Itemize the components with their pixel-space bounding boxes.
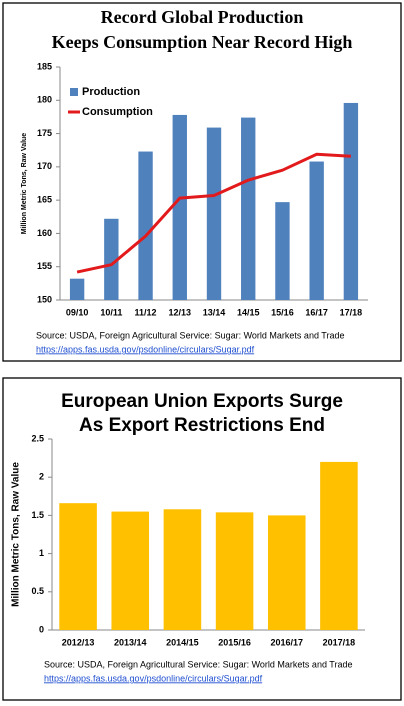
y-tick-label: 160 xyxy=(37,228,52,238)
bar xyxy=(172,114,187,300)
y-tick-label: 2 xyxy=(39,472,44,482)
legend-swatch xyxy=(70,88,78,96)
x-tick-label: 2016/17 xyxy=(270,637,303,647)
x-tick-label: 16/17 xyxy=(305,307,328,317)
x-tick-label: 2017/18 xyxy=(323,637,356,647)
bar xyxy=(241,117,256,300)
x-tick-label: 2013/14 xyxy=(114,637,147,647)
bar xyxy=(206,127,222,300)
bar xyxy=(320,461,358,630)
bar xyxy=(138,151,153,300)
x-tick-label: 15/16 xyxy=(271,307,294,317)
x-tick-label: 2012/13 xyxy=(62,637,95,647)
x-tick-label: 11/12 xyxy=(135,307,157,317)
y-tick-label: 175 xyxy=(37,128,52,138)
x-tick-label: 13/14 xyxy=(203,307,226,317)
line xyxy=(76,152,351,274)
y-tick-label: 165 xyxy=(37,195,52,205)
bar xyxy=(343,102,359,300)
x-tick-label: 2014/15 xyxy=(166,637,199,647)
chart-title: As Export Restrictions End xyxy=(79,415,325,436)
y-tick-label: 1.5 xyxy=(31,510,44,520)
y-tick-label: 185 xyxy=(37,61,52,71)
bar xyxy=(309,161,324,300)
bar xyxy=(59,503,97,630)
y-tick-label: 2.5 xyxy=(31,433,44,443)
chart-title: Keeps Consumption Near Record High xyxy=(52,32,353,52)
y-axis-label: Million Metric Tons, Raw Value xyxy=(11,462,22,607)
legend-label: Production xyxy=(82,86,140,98)
source-link[interactable]: https://apps.fas.usda.gov/psdonline/circ… xyxy=(36,344,255,354)
y-tick-label: 180 xyxy=(37,95,52,105)
y-tick-label: 0 xyxy=(39,624,44,634)
y-tick-label: 155 xyxy=(37,261,52,271)
y-tick-label: 1 xyxy=(39,548,44,558)
chart-title: Record Global Production xyxy=(101,7,304,27)
bar xyxy=(215,512,254,630)
y-axis-label: Million Metric Tons, Raw Value xyxy=(21,133,28,234)
bar xyxy=(267,515,306,630)
y-tick-label: 170 xyxy=(37,161,52,171)
chart-frame xyxy=(2,377,402,701)
bar xyxy=(163,509,202,630)
x-tick-label: 09/10 xyxy=(66,307,89,317)
source-note: Source: USDA, Foreign Agricultural Servi… xyxy=(36,330,344,340)
chart-title: European Union Exports Surge xyxy=(61,391,343,412)
bar xyxy=(111,511,150,630)
bar xyxy=(69,278,85,300)
x-tick-label: 17/18 xyxy=(340,307,363,317)
x-tick-label: 12/13 xyxy=(169,307,192,317)
bar xyxy=(275,202,290,300)
x-tick-label: 2015/16 xyxy=(218,637,251,647)
bar xyxy=(104,218,119,300)
x-tick-label: 10/11 xyxy=(100,307,122,317)
x-tick-label: 14/15 xyxy=(237,307,260,317)
y-tick-label: 0.5 xyxy=(31,586,44,596)
source-link[interactable]: https://apps.fas.usda.gov/psdonline/circ… xyxy=(44,673,263,683)
y-tick-label: 150 xyxy=(37,294,52,304)
source-note: Source: USDA, Foreign Agricultural Servi… xyxy=(44,659,352,669)
chart-frame xyxy=(2,2,402,362)
legend-label: Consumption xyxy=(82,106,153,118)
